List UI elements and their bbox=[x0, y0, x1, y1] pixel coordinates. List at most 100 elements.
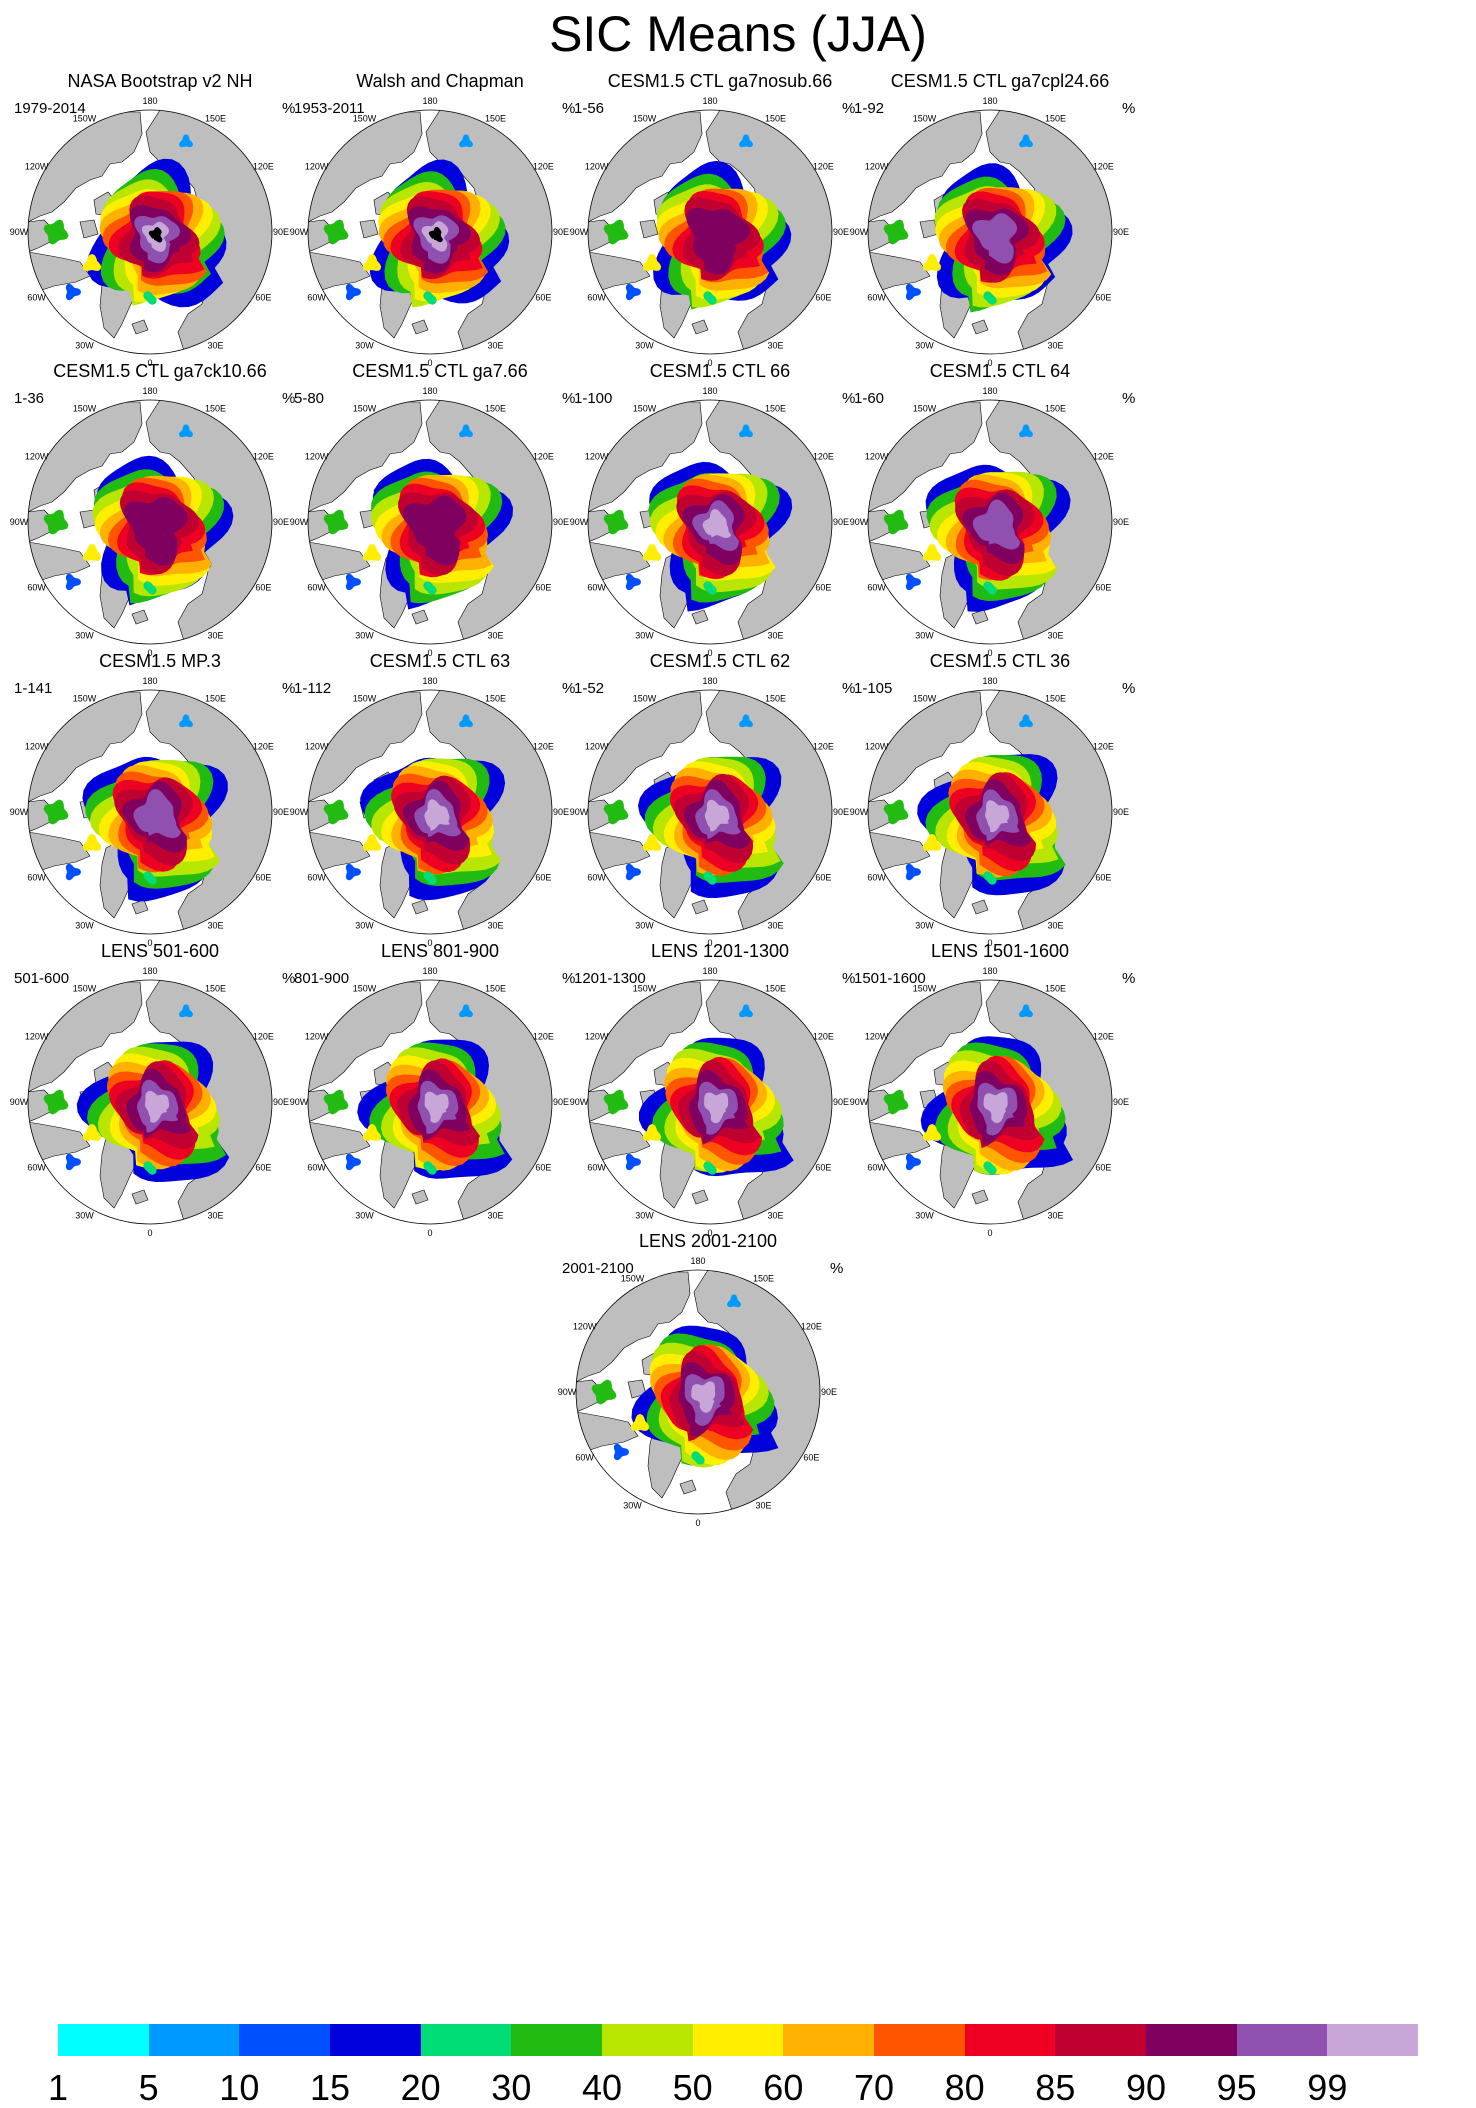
longitude-label: 90W bbox=[850, 1097, 869, 1107]
longitude-label: 60W bbox=[27, 583, 46, 593]
longitude-label: 0 bbox=[707, 938, 712, 948]
longitude-label: 90W bbox=[570, 517, 589, 527]
panel-units: % bbox=[562, 390, 576, 407]
longitude-label: 30E bbox=[767, 1210, 783, 1220]
longitude-label: 180 bbox=[702, 966, 717, 976]
longitude-label: 60W bbox=[575, 1453, 594, 1463]
longitude-label: 120E bbox=[801, 1322, 822, 1332]
colorbar-tick-label: 30 bbox=[491, 2067, 532, 2108]
longitude-label: 120W bbox=[865, 1032, 889, 1042]
longitude-label: 0 bbox=[427, 358, 432, 368]
panel-title: CESM1.5 CTL 36 bbox=[929, 651, 1071, 671]
longitude-label: 30W bbox=[635, 630, 654, 640]
polar-map: 180 150E 120E 90E 60E 30E 0 30W 60W 90W 120W 150W bbox=[850, 386, 1129, 658]
panel-years: 1-100 bbox=[574, 390, 613, 407]
longitude-label: 60E bbox=[535, 583, 551, 593]
longitude-label: 30W bbox=[915, 920, 934, 930]
panel-units: % bbox=[1122, 390, 1136, 407]
longitude-label: 120E bbox=[533, 742, 554, 752]
panel-units: % bbox=[1122, 100, 1136, 117]
longitude-label: 30W bbox=[75, 630, 94, 640]
colorbar-swatch bbox=[1327, 2024, 1419, 2056]
longitude-label: 30E bbox=[487, 920, 503, 930]
longitude-label: 180 bbox=[702, 676, 717, 686]
longitude-label: 90E bbox=[833, 1097, 849, 1107]
longitude-label: 150W bbox=[913, 694, 937, 704]
panel-units: % bbox=[830, 1260, 844, 1277]
panel-years: 5-80 bbox=[294, 390, 325, 407]
longitude-label: 120E bbox=[533, 162, 554, 172]
panel-years: 1-141 bbox=[14, 680, 53, 697]
panel-years: 2001-2100 bbox=[562, 1260, 634, 1277]
longitude-label: 0 bbox=[987, 358, 992, 368]
longitude-label: 150W bbox=[913, 114, 937, 124]
panel-years: 1953-2011 bbox=[294, 100, 365, 117]
longitude-label: 150W bbox=[633, 984, 657, 994]
polar-map: 180 150E 120E 90E 60E 30E 0 30W 60W 90W 120W 150W bbox=[10, 96, 289, 368]
longitude-label: 150E bbox=[205, 984, 226, 994]
panel-years: 1-60 bbox=[854, 390, 885, 407]
longitude-label: 90W bbox=[850, 807, 869, 817]
longitude-label: 120W bbox=[865, 162, 889, 172]
longitude-label: 120W bbox=[305, 162, 329, 172]
longitude-label: 0 bbox=[427, 1228, 432, 1238]
longitude-label: 0 bbox=[147, 648, 152, 658]
map-panel: CESM1.5 MP.3 1-141% 180 150E 120E 90E 60E 30E 0 3… bbox=[10, 650, 340, 1030]
longitude-label: 120E bbox=[533, 452, 554, 462]
panel-years: 1201-1300 bbox=[574, 970, 646, 987]
polar-map: 180 150E 120E 90E 60E 30E 0 30W 60W 90W 120W 150W bbox=[10, 966, 289, 1238]
longitude-label: 60E bbox=[803, 1453, 819, 1463]
longitude-label: 60W bbox=[27, 873, 46, 883]
longitude-label: 60W bbox=[587, 873, 606, 883]
polar-map: 180 150E 120E 90E 60E 30E 0 30W 60W 90W 120W 150W bbox=[290, 676, 569, 948]
colorbar-tick-label: 90 bbox=[1125, 2067, 1167, 2108]
longitude-label: 180 bbox=[142, 96, 157, 106]
longitude-label: 90E bbox=[553, 517, 569, 527]
longitude-label: 180 bbox=[142, 966, 157, 976]
longitude-label: 120E bbox=[253, 1032, 274, 1042]
panel-years: 1-52 bbox=[574, 680, 605, 697]
panel-units: % bbox=[842, 390, 856, 407]
longitude-label: 60W bbox=[307, 873, 326, 883]
panel-title: LENS 1501-1600 bbox=[930, 941, 1070, 961]
longitude-label: 60W bbox=[867, 293, 886, 303]
longitude-label: 60E bbox=[1095, 293, 1111, 303]
longitude-label: 30W bbox=[355, 340, 374, 350]
panel-units: % bbox=[1122, 680, 1136, 697]
longitude-label: 60E bbox=[815, 583, 831, 593]
longitude-label: 60E bbox=[255, 293, 271, 303]
longitude-label: 120E bbox=[533, 1032, 554, 1042]
panel-units: % bbox=[282, 390, 296, 407]
longitude-label: 120E bbox=[253, 162, 274, 172]
longitude-label: 180 bbox=[422, 96, 437, 106]
colorbar-swatch bbox=[420, 2024, 512, 2056]
longitude-label: 30E bbox=[207, 340, 223, 350]
longitude-label: 30W bbox=[355, 630, 374, 640]
colorbar-tick-label: 70 bbox=[853, 2067, 895, 2108]
polar-map: 180 150E 120E 90E 60E 30E 0 30W 60W 90W 120W 150W bbox=[290, 96, 569, 368]
longitude-label: 120W bbox=[25, 1032, 49, 1042]
colorbar-tick-label: 60 bbox=[763, 2067, 804, 2108]
page-title: SIC Means (JJA) bbox=[549, 6, 927, 62]
longitude-label: 120W bbox=[585, 452, 609, 462]
longitude-label: 150W bbox=[73, 404, 97, 414]
polar-map: 180 150E 120E 90E 60E 30E 0 30W 60W 90W 120W 150W bbox=[850, 676, 1129, 948]
longitude-label: 90W bbox=[10, 1097, 29, 1107]
panel-title: LENS 501-600 bbox=[100, 941, 220, 961]
longitude-label: 30W bbox=[355, 920, 374, 930]
longitude-label: 180 bbox=[690, 1256, 705, 1266]
longitude-label: 120E bbox=[813, 1032, 834, 1042]
colorbar-tick-label: 40 bbox=[581, 2067, 623, 2108]
longitude-label: 60E bbox=[1095, 873, 1111, 883]
map-panel: CESM1.5 CTL ga7.66 5-80% 180 150E 120E 90E 60E… bbox=[290, 360, 620, 740]
longitude-label: 150E bbox=[205, 694, 226, 704]
panel-title: LENS 2001-2100 bbox=[638, 1231, 778, 1251]
colorbar-tick-label: 50 bbox=[672, 2067, 713, 2108]
longitude-label: 90E bbox=[273, 1097, 289, 1107]
panel-years: 1979-2014 bbox=[14, 100, 86, 117]
longitude-label: 30E bbox=[207, 920, 223, 930]
longitude-label: 30E bbox=[207, 630, 223, 640]
longitude-label: 90W bbox=[290, 227, 309, 237]
longitude-label: 180 bbox=[982, 96, 997, 106]
longitude-label: 90W bbox=[290, 807, 309, 817]
